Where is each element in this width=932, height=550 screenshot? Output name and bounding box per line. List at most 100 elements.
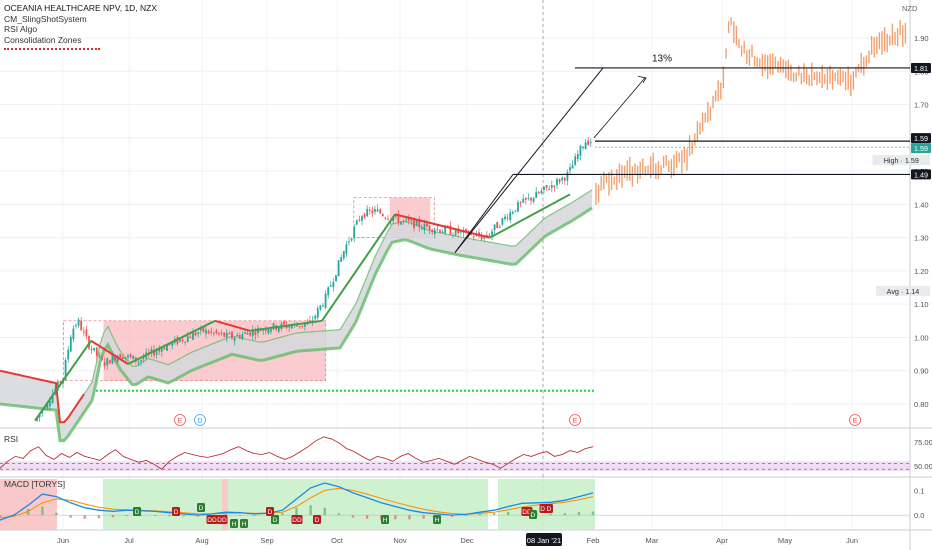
macd-histogram-bar <box>97 515 101 519</box>
candle <box>545 185 548 188</box>
candle <box>480 236 483 240</box>
rsi-line <box>0 436 594 470</box>
candle <box>522 198 525 203</box>
macd-signal-tag-label: H <box>232 521 237 528</box>
candle <box>127 355 129 358</box>
price-candles <box>36 137 592 422</box>
candle <box>158 349 161 352</box>
macd-line <box>0 482 594 521</box>
chart-title: OCEANIA HEALTHCARE NPV, 1D, NZX <box>4 3 158 13</box>
rsi-tick-label: 75.00 <box>914 438 932 447</box>
indicator-rsi-algo[interactable]: RSI Algo <box>4 24 38 34</box>
candle <box>210 331 213 333</box>
rsi-band <box>0 461 910 472</box>
candle <box>124 357 127 360</box>
candle <box>444 226 447 234</box>
ma-band-upper-green <box>83 189 593 395</box>
candle <box>155 351 158 355</box>
candle <box>150 349 153 353</box>
candle <box>335 275 337 282</box>
projection-arrow <box>593 77 646 139</box>
candle <box>379 209 382 214</box>
earnings-marker <box>194 414 206 426</box>
candle <box>106 358 109 366</box>
candle <box>218 332 220 335</box>
macd-histogram-bar <box>450 515 454 517</box>
candle <box>220 332 223 334</box>
x-tick-label: Nov <box>393 536 407 545</box>
candle <box>290 325 293 329</box>
candle <box>345 244 348 254</box>
candle <box>262 329 265 331</box>
x-tick-label: Oct <box>331 536 344 545</box>
candle <box>381 214 384 217</box>
macd-tick-label: 0.0 <box>914 511 924 520</box>
candle <box>160 348 163 352</box>
trend-segment <box>34 340 92 422</box>
candle <box>140 359 142 362</box>
candle <box>540 190 543 194</box>
candle <box>563 178 566 181</box>
trend-segment <box>321 213 396 322</box>
candle <box>342 251 345 259</box>
macd-histogram-bar <box>492 513 496 516</box>
candle <box>72 328 75 340</box>
macd-histogram-bar <box>69 515 72 518</box>
candle <box>296 325 298 327</box>
candle <box>202 326 205 332</box>
candle <box>316 308 319 318</box>
candle <box>244 332 246 334</box>
x-tick-label: Jul <box>124 536 134 545</box>
macd-signal-line <box>0 487 594 519</box>
candle <box>238 335 241 338</box>
candle <box>537 192 540 194</box>
candle <box>431 229 434 233</box>
candle <box>579 145 582 156</box>
candle <box>366 208 369 217</box>
candle <box>75 325 77 327</box>
macd-histogram-bar <box>27 508 30 516</box>
macd-signal-tag <box>230 519 238 528</box>
macd-histogram-bar <box>196 515 199 517</box>
macd-histogram-bar <box>41 506 44 516</box>
candle <box>207 330 210 334</box>
x-tick-label: Apr <box>716 536 728 545</box>
candle <box>267 329 270 334</box>
trend-lines: 13% <box>34 53 672 422</box>
candle <box>556 179 558 186</box>
candle <box>400 221 402 225</box>
price-tag <box>911 169 931 180</box>
y-tick-label: 1.20 <box>914 267 929 276</box>
price-tag-label: 1.59 <box>914 134 928 143</box>
candle <box>114 355 116 361</box>
macd-signal-tag-label: D <box>547 506 552 513</box>
candle <box>223 332 226 337</box>
candle <box>254 331 257 335</box>
candle <box>171 341 174 346</box>
x-tick-label: Jun <box>57 536 69 545</box>
candle <box>410 220 413 222</box>
candle <box>303 324 306 327</box>
candle <box>472 236 475 238</box>
candle <box>69 337 72 352</box>
price-tag-label: 1.59 <box>914 144 928 153</box>
projection-line-lower <box>454 174 514 253</box>
candle <box>374 209 376 212</box>
macd-histogram-bar <box>422 515 425 519</box>
candle <box>142 357 145 360</box>
macd-signal-tag <box>433 515 441 524</box>
macd-signal-tag <box>271 515 279 524</box>
candle <box>587 140 590 145</box>
price-tag <box>872 155 930 166</box>
candle <box>314 315 317 319</box>
candle <box>270 329 272 332</box>
indicator-consolidation[interactable]: Consolidation Zones <box>4 34 82 45</box>
candle <box>519 202 522 204</box>
candle <box>530 197 532 201</box>
trend-segment <box>90 339 129 365</box>
indicator-slingshot[interactable]: CM_SlingShotSystem <box>4 13 87 24</box>
candle <box>392 218 395 221</box>
macd-signal-tag <box>206 515 218 524</box>
candle <box>98 355 101 357</box>
